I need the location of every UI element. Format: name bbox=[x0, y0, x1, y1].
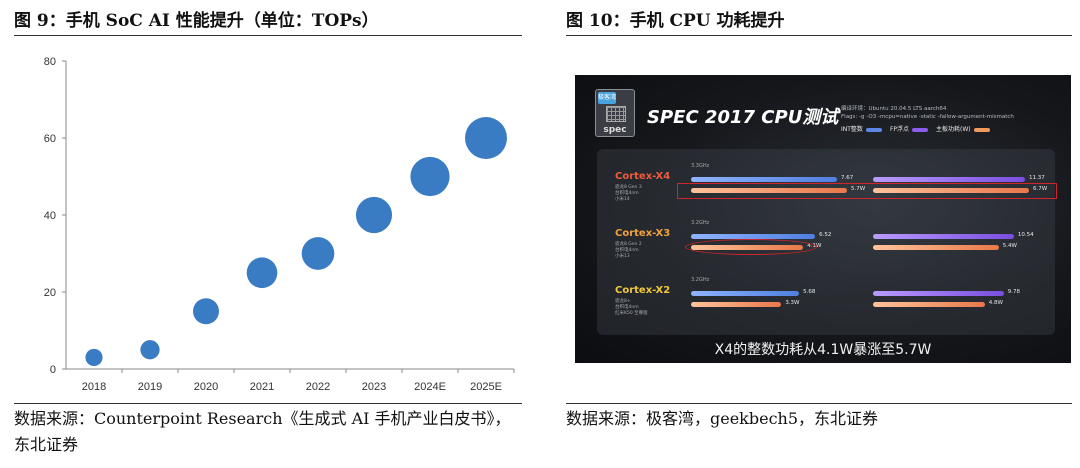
bubble-point bbox=[301, 237, 335, 270]
x-tick-label: 2018 bbox=[82, 381, 106, 393]
legend-swatch bbox=[973, 127, 990, 132]
legend-swatch bbox=[912, 127, 929, 132]
legend-item: 主板功耗(W) bbox=[936, 124, 990, 133]
logo-grid-icon bbox=[606, 106, 626, 122]
core-spec: 骁龙8+ bbox=[615, 299, 631, 304]
core-spec: 红米K50 至尊版 bbox=[615, 311, 648, 316]
fp-score-value: 11.37 bbox=[1029, 175, 1045, 181]
fp-power-value: 4.8W bbox=[988, 300, 1003, 306]
legend-label: INT整数 bbox=[841, 126, 863, 133]
x-tick-label: 2025E bbox=[470, 381, 502, 393]
int-power-value: 3.3W bbox=[785, 300, 800, 306]
core-clock: 3.2GHz bbox=[691, 277, 710, 283]
video-caption: X4的整数功耗从4.1W暴涨至5.7W bbox=[714, 342, 932, 358]
y-tick-label: 60 bbox=[44, 133, 56, 145]
bubble-point bbox=[355, 196, 393, 234]
right-source-note: 数据来源：极客湾，geekbech5，东北证券 bbox=[566, 409, 879, 428]
x-tick-label: 2021 bbox=[250, 381, 274, 393]
int-power-bar bbox=[691, 302, 782, 307]
x-tick-label: 2022 bbox=[306, 381, 330, 393]
core-spec: 骁龙8 Gen 3 bbox=[615, 185, 642, 190]
left-source-rule bbox=[14, 403, 522, 404]
spec-legend: INT整数 FP浮点 主板功耗(W) bbox=[841, 124, 990, 133]
int-power-bar bbox=[691, 188, 847, 193]
int-score-bar bbox=[691, 291, 800, 296]
core-name: Cortex-X4 bbox=[615, 171, 671, 182]
fp-power-bar bbox=[873, 245, 999, 250]
left-figure-title: 图 9：手机 SoC AI 性能提升（单位：TOPs） bbox=[14, 11, 379, 31]
fp-power-bar bbox=[873, 188, 1029, 193]
fp-power-bar bbox=[873, 302, 985, 307]
spec-cpu-test-screenshot: 极客湾 spec SPEC 2017 CPU测试 编译环境：Ubuntu 20.… bbox=[575, 75, 1071, 363]
y-tick-label: 40 bbox=[44, 210, 56, 222]
y-tick-label: 0 bbox=[50, 364, 56, 376]
y-axis: 0 20 40 60 80 bbox=[44, 56, 67, 376]
spec-meta-line: 编译环境：Ubuntu 20.04.5 LTS aarch64 bbox=[841, 106, 947, 112]
core-name: Cortex-X2 bbox=[615, 285, 671, 296]
x-tick-label: 2019 bbox=[138, 381, 162, 393]
bubble-point bbox=[85, 348, 103, 367]
core-spec: 骁龙8 Gen 2 bbox=[615, 242, 642, 247]
left-title-rule bbox=[14, 35, 522, 36]
right-source-rule bbox=[566, 403, 1072, 404]
x-tick-label: 2023 bbox=[362, 381, 386, 393]
x-tick-label: 2020 bbox=[194, 381, 218, 393]
fp-power-value: 5.4W bbox=[1002, 243, 1017, 249]
legend-item: INT整数 bbox=[841, 124, 882, 133]
bubble-point bbox=[465, 117, 507, 159]
fp-score-bar bbox=[873, 291, 1004, 296]
core-clock: 3.3GHz bbox=[691, 163, 710, 169]
core-spec: 台积电4nm bbox=[615, 248, 639, 253]
int-power-value: 5.7W bbox=[851, 186, 866, 192]
fp-score-value: 10.54 bbox=[1017, 232, 1034, 238]
core-spec: 小米13 bbox=[615, 254, 630, 259]
fp-score-value: 9.78 bbox=[1007, 289, 1020, 295]
int-score-bar bbox=[691, 177, 837, 182]
legend-item: FP浮点 bbox=[889, 124, 929, 133]
x-tick-label: 2024E bbox=[414, 381, 446, 393]
right-figure-title: 图 10：手机 CPU 功耗提升 bbox=[566, 11, 785, 31]
core-clock: 3.2GHz bbox=[691, 220, 710, 226]
bubble-series bbox=[85, 117, 507, 367]
spec-meta: 编译环境：Ubuntu 20.04.5 LTS aarch64 Flags: -… bbox=[841, 105, 1014, 121]
right-title-rule bbox=[566, 35, 1072, 36]
spec-meta-line: Flags: -g -O3 -mcpu=native -static -fall… bbox=[841, 114, 1014, 120]
highlight-ellipse bbox=[685, 239, 817, 255]
core-spec: 台积电4nm bbox=[615, 305, 639, 310]
highlight-box bbox=[677, 183, 1057, 199]
bubble-point bbox=[410, 156, 450, 197]
cores-panel: Cortex-X4 骁龙8 Gen 3 台积电4nm 小米14 3.3GHz 7.67 5.… bbox=[597, 149, 1057, 335]
logo-word: spec bbox=[603, 125, 627, 135]
core-spec: 小米14 bbox=[615, 197, 630, 202]
y-tick-label: 80 bbox=[44, 56, 56, 68]
y-tick-label: 20 bbox=[44, 287, 56, 299]
int-score-value: 6.52 bbox=[819, 232, 832, 238]
int-score-value: 7.67 bbox=[841, 175, 854, 181]
fp-power-value: 6.7W bbox=[1033, 186, 1048, 192]
legend-swatch bbox=[865, 127, 882, 132]
fp-score-bar bbox=[873, 177, 1025, 182]
legend-label: 主板功耗(W) bbox=[936, 126, 971, 133]
int-score-value: 5.68 bbox=[803, 289, 816, 295]
core-name: Cortex-X3 bbox=[615, 228, 671, 239]
legend-label: FP浮点 bbox=[889, 126, 910, 133]
fp-score-bar bbox=[873, 234, 1014, 239]
bubble-point bbox=[140, 340, 160, 360]
spec-title: SPEC 2017 CPU测试 bbox=[647, 107, 839, 128]
int-score-bar bbox=[691, 234, 816, 239]
geekwan-spec-logo: 极客湾 spec bbox=[595, 89, 635, 137]
logo-badge: 极客湾 bbox=[598, 92, 616, 104]
bubble-point bbox=[246, 257, 278, 289]
bubble-point bbox=[193, 298, 219, 325]
left-source-note: 数据来源：Counterpoint Research《生成式 AI 手机产业白皮… bbox=[14, 409, 511, 454]
core-spec: 台积电4nm bbox=[615, 191, 639, 196]
x-axis: 2018 2019 2020 2021 2022 2023 2024E 2025E bbox=[66, 368, 515, 393]
